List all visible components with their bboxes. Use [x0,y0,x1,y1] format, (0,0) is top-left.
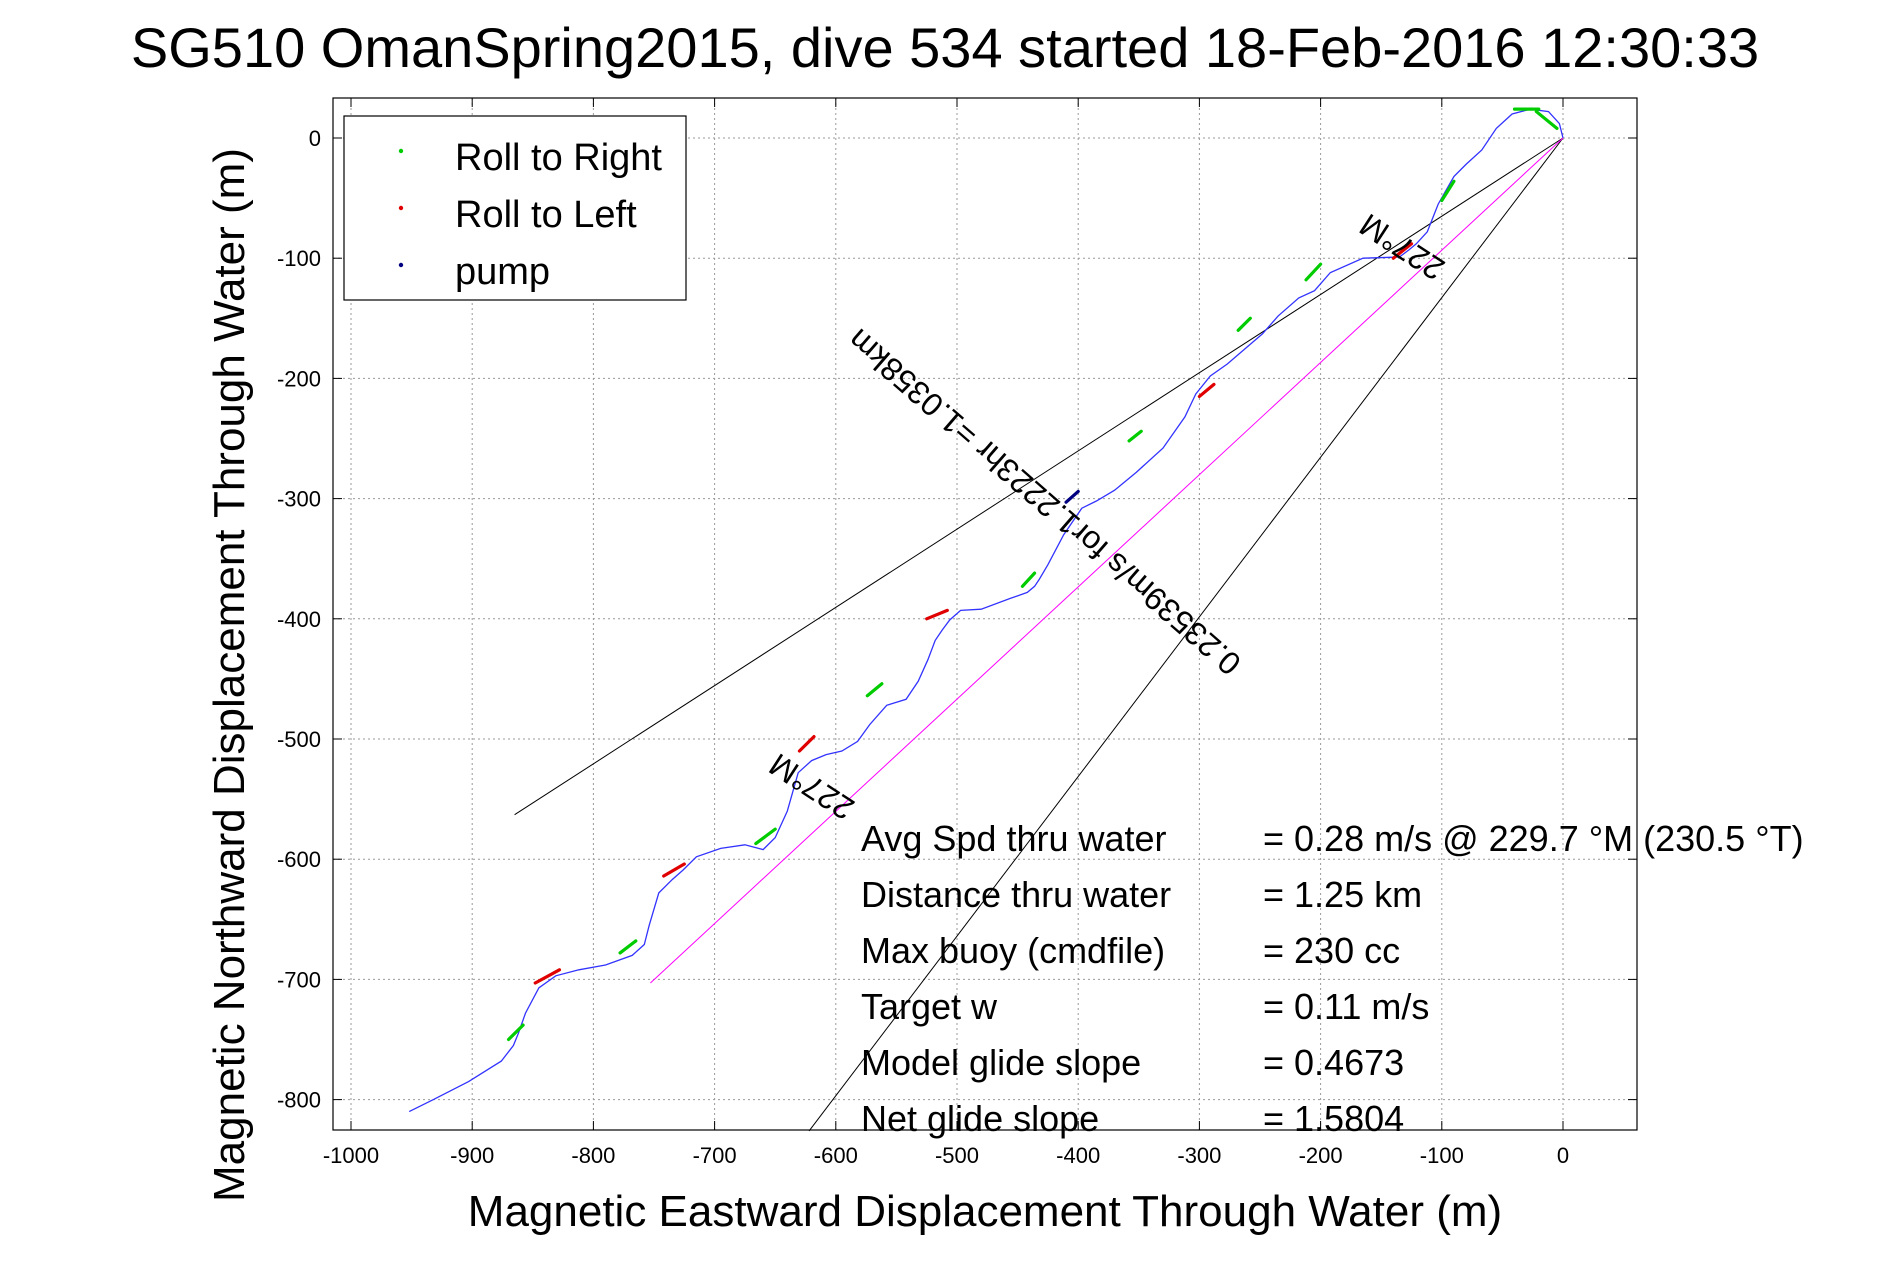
x-tick-label: -500 [935,1143,979,1168]
legend-marker-roll-left [398,205,404,211]
x-tick-label: -600 [814,1143,858,1168]
event-roll-right [1127,429,1143,443]
track-series [408,108,1564,1113]
stat-label: Net glide slope [861,1098,1099,1139]
y-tick-label: 0 [309,126,321,151]
legend: Roll to Right Roll to Left pump [343,115,687,301]
y-tick-label: -200 [277,366,321,391]
stat-label: Distance thru water [861,874,1171,915]
plot-frame [332,97,1638,1131]
stat-value: = 1.5804 [1263,1098,1404,1139]
event-roll-left [1197,382,1216,399]
y-tick-label: -500 [277,727,321,752]
heading-wedge [514,137,1564,1132]
x-tick-label: -400 [1056,1143,1100,1168]
legend-label-roll-right: Roll to Right [455,137,662,179]
x-axis-title: Magnetic Eastward Displacement Through W… [468,1187,1502,1236]
event-roll-left [1391,242,1414,260]
x-tick-label: -1000 [323,1143,379,1168]
y-tick-label: -100 [277,246,321,271]
x-tick-label: -200 [1299,1143,1343,1168]
stat-value: = 1.25 km [1263,874,1422,915]
y-tick-label: -800 [277,1088,321,1113]
stat-value: = 0.28 m/s @ 229.7 °M (230.5 °T) [1263,818,1804,859]
event-roll-right [1440,179,1456,203]
series-track [408,108,1564,1113]
stat-value: = 0.11 m/s [1263,986,1429,1027]
y-tick-label: -300 [277,487,321,512]
legend-marker-pump [398,262,404,268]
stat-value: = 230 cc [1263,930,1400,971]
event-roll-right [754,827,777,846]
event-roll-right [865,682,884,698]
series-avg-speed-line [650,137,1564,984]
event-roll-right [618,939,638,955]
chart-title: SG510 OmanSpring2015, dive 534 started 1… [131,16,1759,79]
event-roll-left [533,968,562,985]
x-tick-label: -800 [571,1143,615,1168]
x-tick-label: 0 [1557,1143,1569,1168]
event-roll-right [1020,571,1037,588]
dive-stats: Avg Spd thru water = 0.28 m/s @ 229.7 °M … [861,818,1804,1139]
y-tick-label: -400 [277,607,321,632]
event-pump [1064,489,1080,504]
axis-ticks: -1000 -900 -800 -700 -600 -500 -400 -300 -200 -10… [277,98,1637,1168]
event-roll-right [1534,109,1559,130]
legend-marker-roll-right [398,148,404,154]
event-roll-right [506,1023,525,1042]
event-roll-left [662,862,686,878]
y-axis-title: Magnetic Northward Displacement Through … [205,148,254,1202]
event-roll-left [925,608,949,621]
stat-label: Avg Spd thru water [861,818,1167,859]
roll-events [506,107,1559,1042]
series-wedge-upper [514,137,1564,816]
x-tick-label: -300 [1177,1143,1221,1168]
stat-label: Target w [861,986,998,1027]
y-tick-label: -700 [277,967,321,992]
x-tick-label: -900 [450,1143,494,1168]
legend-label-pump: pump [455,251,550,293]
stat-label: Max buoy (cmdfile) [861,930,1165,971]
event-roll-left [797,734,816,753]
stat-value: = 0.4673 [1263,1042,1404,1083]
event-roll-right [1304,262,1323,282]
x-tick-label: -100 [1420,1143,1464,1168]
stat-label: Model glide slope [861,1042,1141,1083]
x-tick-label: -700 [693,1143,737,1168]
y-tick-label: -600 [277,847,321,872]
legend-label-roll-left: Roll to Left [455,194,637,236]
series-wedge-lower [808,137,1564,1132]
event-roll-right [1236,316,1252,332]
